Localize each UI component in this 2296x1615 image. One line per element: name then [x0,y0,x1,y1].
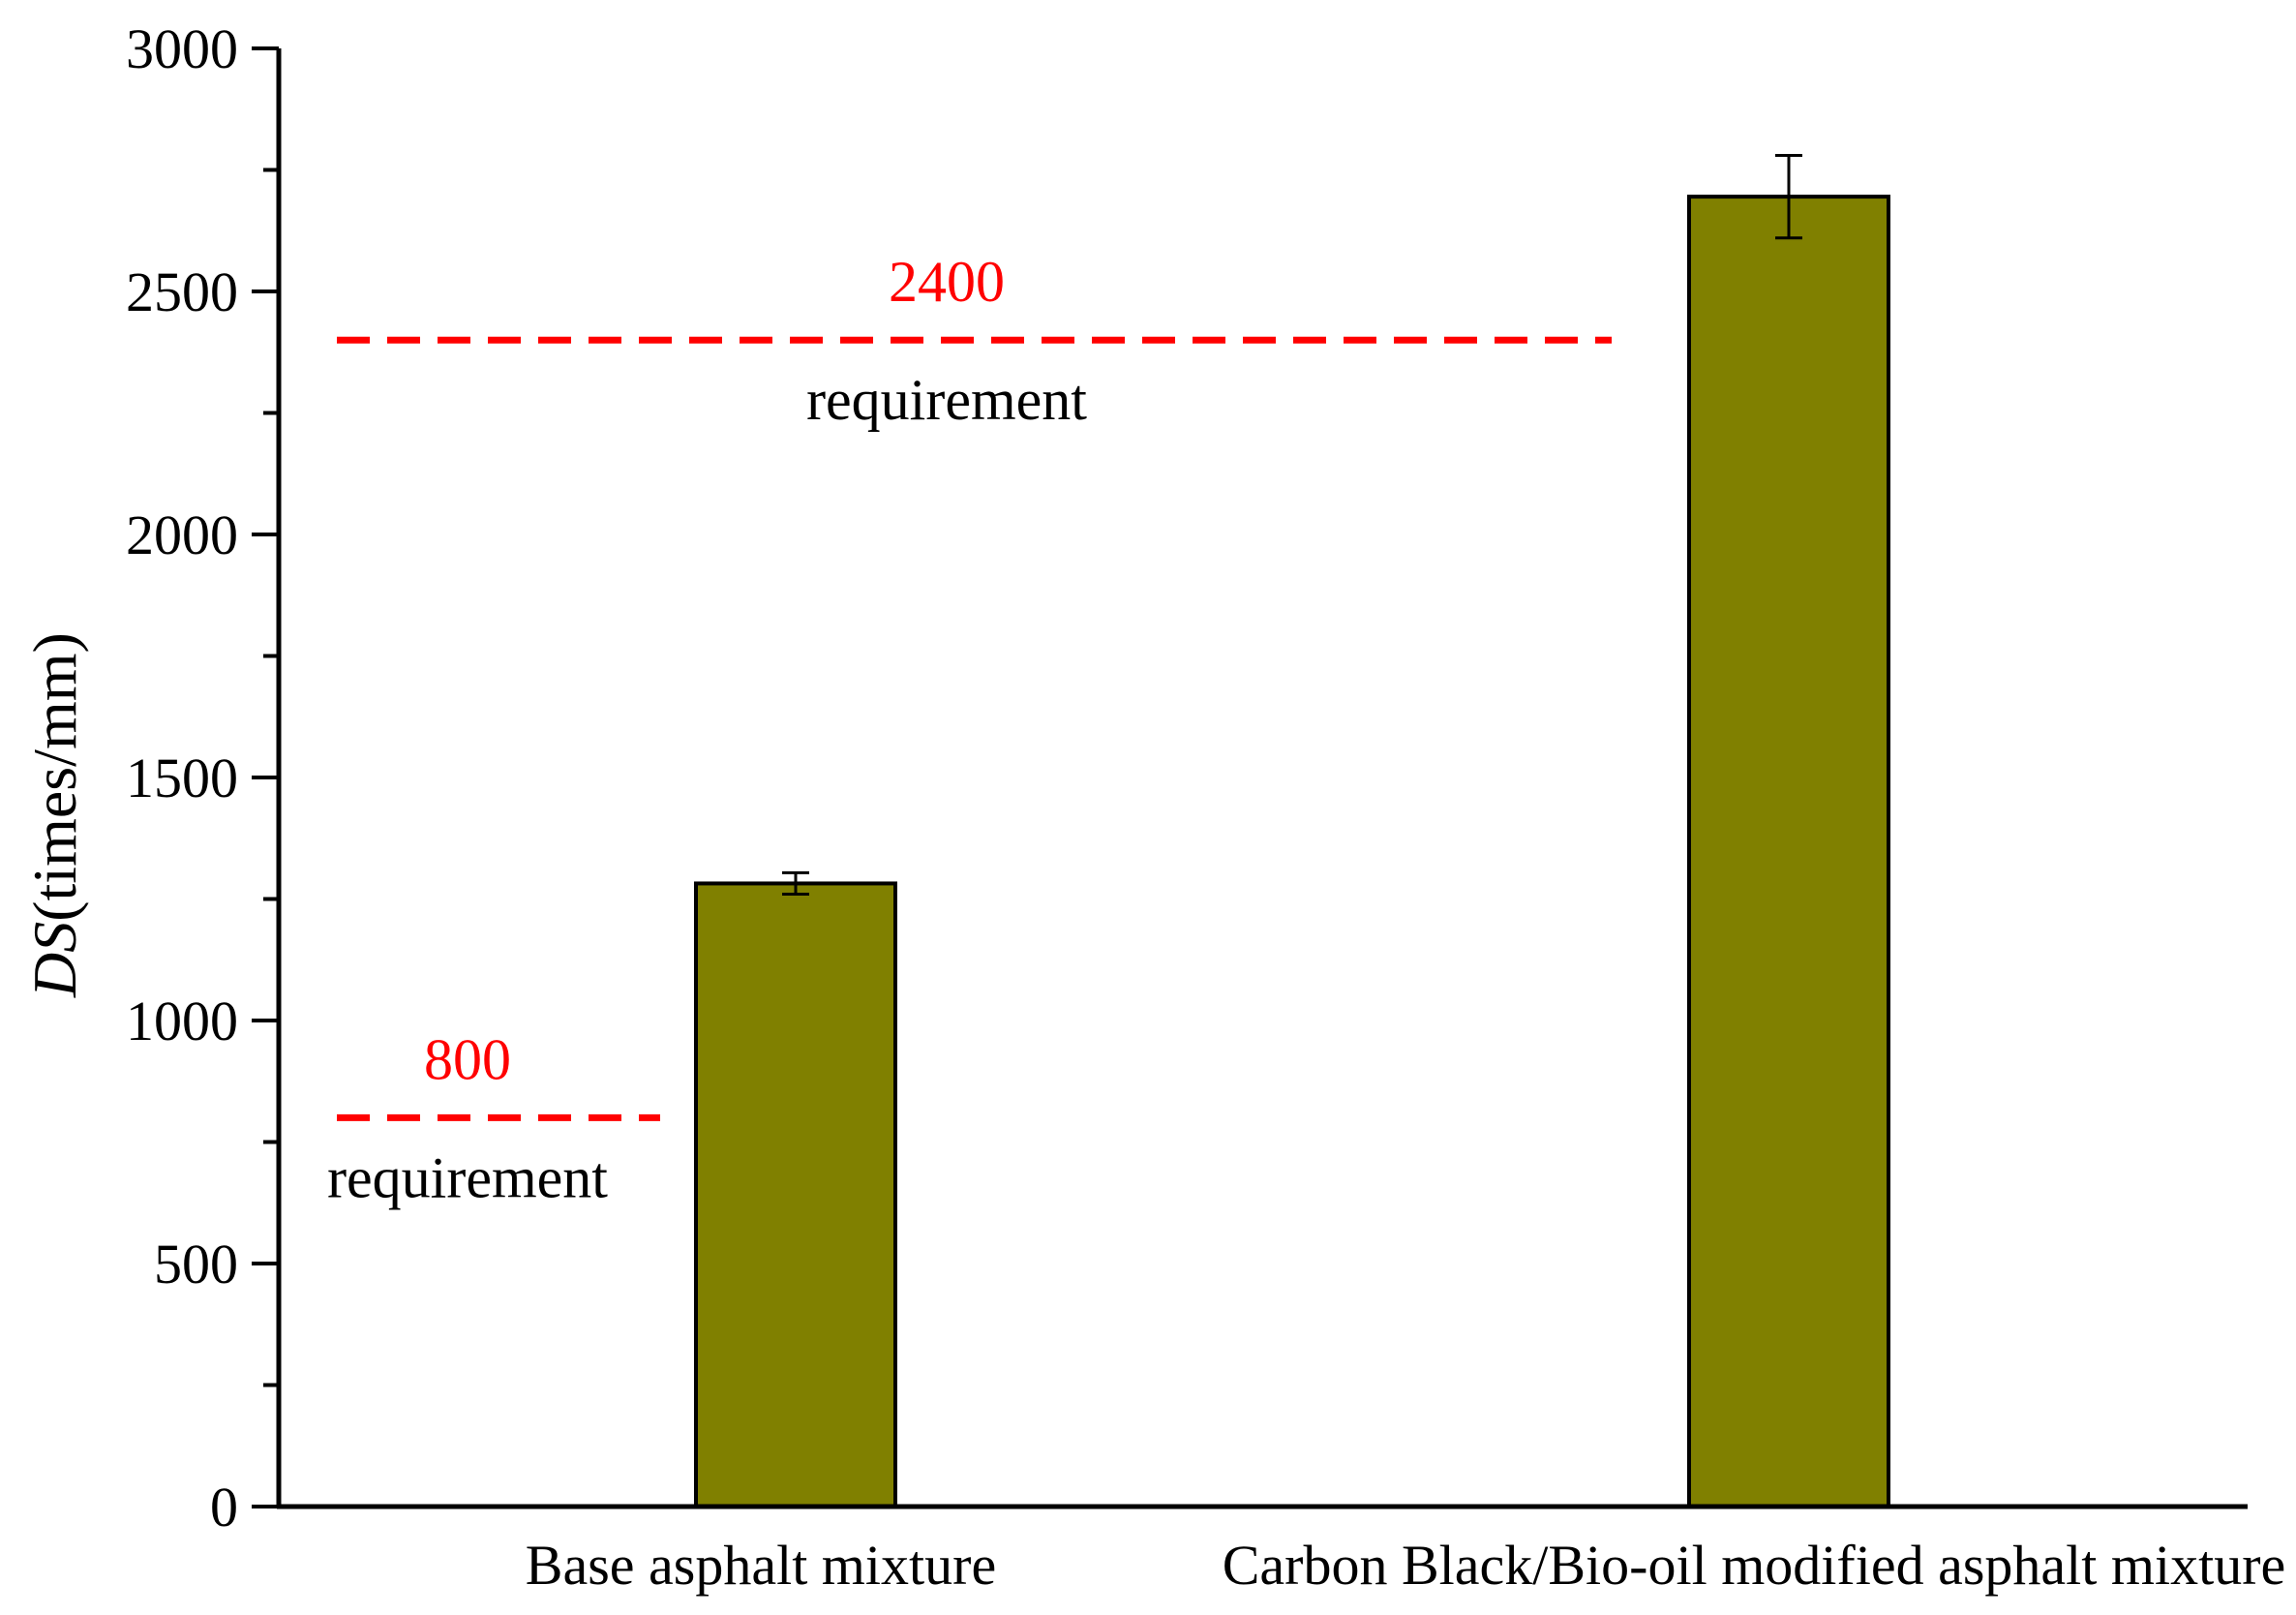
reference-label-800: requirement [327,1145,608,1209]
y-axis-label-unit: (times/mm) [20,632,89,922]
y-tick-label-0: 0 [210,1476,238,1539]
reference-value-800: 800 [424,1027,511,1091]
y-tick-label-500: 500 [154,1233,238,1295]
y-tick-label-2000: 2000 [126,503,238,566]
y-axis-label: DS(times/mm) [20,632,89,998]
y-tick-label-1500: 1500 [126,747,238,809]
error-bar-1 [782,870,809,896]
reference-value-2400: 2400 [889,250,1005,314]
bar-2 [1687,195,1890,1509]
bar-1 [694,881,897,1508]
category-label-2: Carbon Black/Bio-oil modified asphalt mi… [1223,1534,2286,1597]
reference-lines: 2400 requirement 800 requirement [327,250,1612,1209]
y-tick-label-1000: 1000 [126,990,238,1052]
y-axis-label-italic: DS [20,922,89,998]
y-tick-label-3000: 3000 [126,17,238,80]
bars [694,153,1890,1509]
axes: Base asphalt mixture Carbon Black/Bio-oil… [126,17,2285,1597]
error-bar-2 [1775,153,1802,240]
reference-label-2400: requirement [806,368,1087,432]
y-tick-label-2500: 2500 [126,260,238,323]
category-label-1: Base asphalt mixture [526,1534,996,1597]
